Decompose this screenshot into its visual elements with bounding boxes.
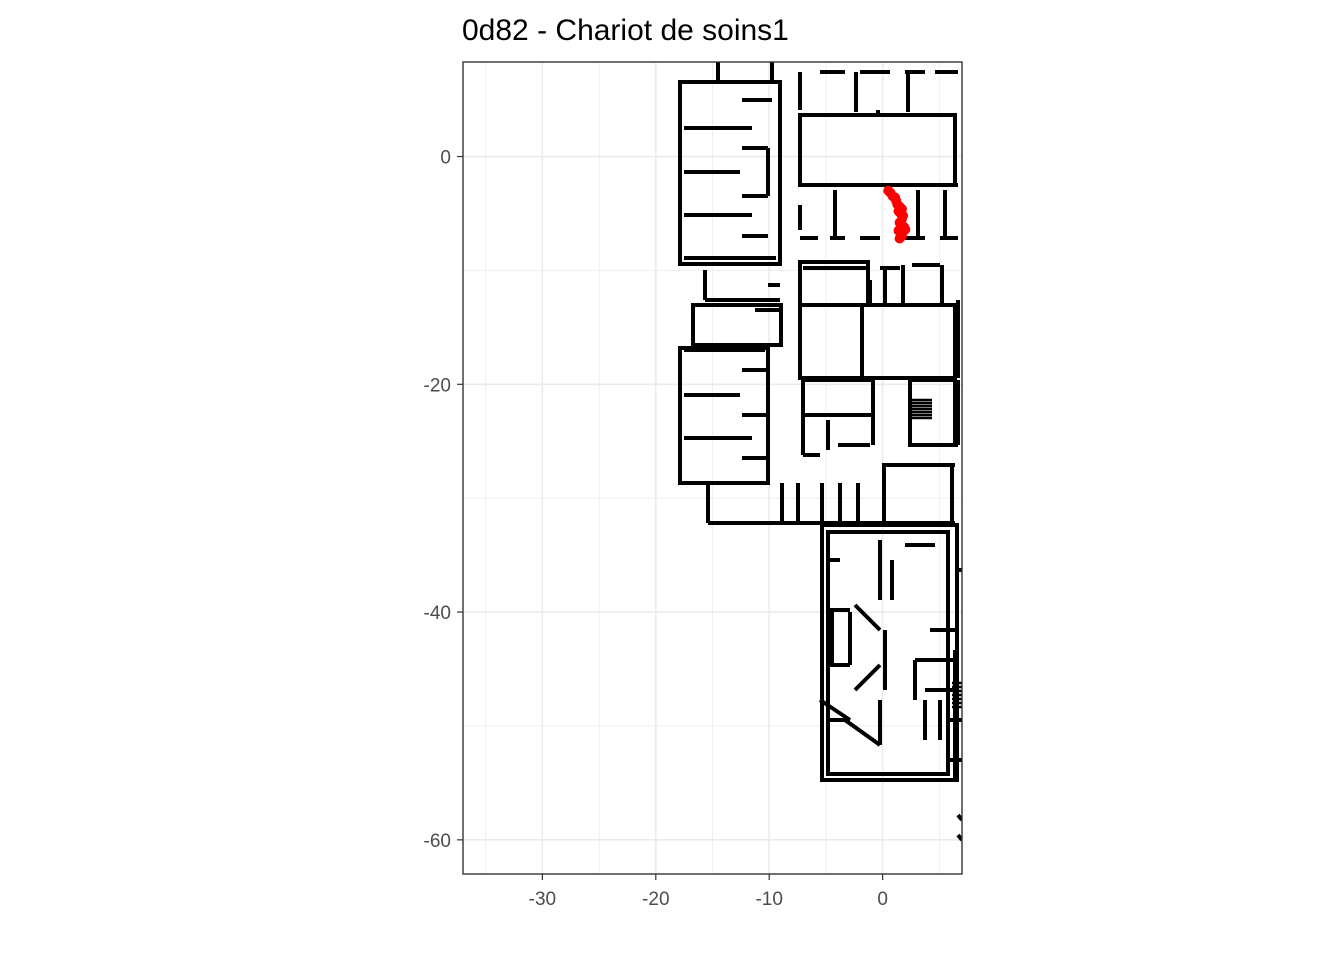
room-wall [801, 378, 875, 417]
plot-title: 0d82 - Chariot de soins1 [462, 14, 789, 47]
grid-lines [463, 62, 962, 874]
track-point [895, 218, 906, 229]
axes: -30 -20 -10 0 0 -20 -40 -60 [424, 148, 888, 910]
y-tick-label: -20 [424, 375, 451, 396]
room-wall [826, 530, 950, 776]
room-wall [882, 463, 954, 525]
x-tick-label: 0 [877, 889, 888, 910]
y-tick-label: -60 [424, 831, 451, 852]
room-wall [798, 303, 864, 380]
room-wall [820, 523, 959, 782]
room-wall [691, 303, 783, 347]
wall-segment [843, 718, 882, 747]
floor-plan-walls [678, 62, 962, 842]
y-tick-label: 0 [440, 148, 451, 169]
wall-segment [853, 603, 882, 632]
cart-track [883, 185, 911, 244]
room-wall [860, 303, 957, 380]
y-tick-label: -40 [424, 603, 451, 624]
wall-segment [818, 698, 852, 722]
x-tick-label: -30 [529, 889, 556, 910]
wall-segment [853, 663, 882, 692]
track-point [894, 233, 905, 244]
panel-border [462, 61, 963, 875]
track-point [896, 203, 907, 214]
x-tick-label: -20 [642, 889, 669, 910]
x-tick-label: -10 [755, 889, 782, 910]
room-wall [798, 113, 957, 187]
